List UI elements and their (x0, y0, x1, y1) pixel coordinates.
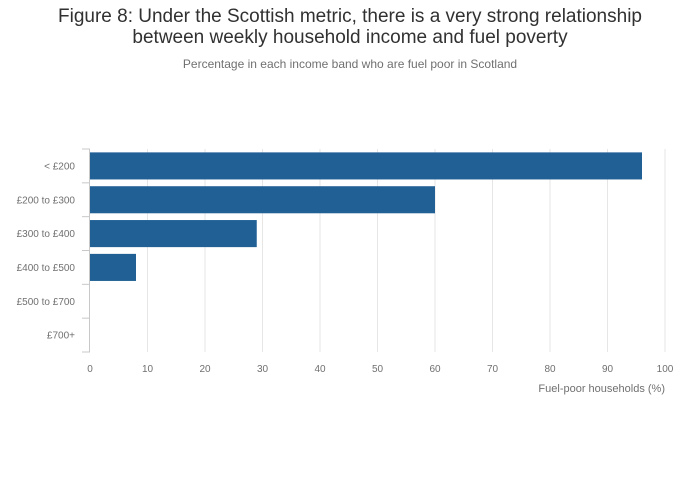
y-tick-label: £200 to £300 (17, 195, 76, 206)
x-tick-label: 60 (429, 364, 441, 375)
x-axis-title: Fuel-poor households (%) (538, 383, 665, 395)
chart-title-line-2: between weekly household income and fuel… (132, 27, 568, 48)
axes (82, 148, 90, 353)
bars (90, 152, 642, 281)
x-tick-label: 0 (87, 364, 93, 375)
bar (90, 253, 136, 281)
x-tick-label: 70 (487, 364, 499, 375)
y-tick-label: < £200 (44, 161, 75, 172)
bar (90, 220, 257, 248)
x-tick-label: 10 (142, 364, 154, 375)
y-tick-label: £500 to £700 (17, 297, 76, 308)
y-tick-label: £700+ (47, 331, 75, 342)
bar (90, 152, 642, 180)
x-tick-label: 90 (602, 364, 614, 375)
x-tick-label: 40 (314, 364, 326, 375)
x-tick-label: 100 (657, 364, 674, 375)
x-tick-label: 50 (372, 364, 384, 375)
y-tick-label: £300 to £400 (17, 229, 76, 240)
chart-title: Figure 8: Under the Scottish metric, the… (0, 6, 700, 48)
y-tick-label: £400 to £500 (17, 263, 76, 274)
chart-title-line-1: Figure 8: Under the Scottish metric, the… (58, 6, 642, 27)
gridlines (147, 149, 666, 352)
x-tick-label: 30 (257, 364, 269, 375)
x-tick-label: 80 (544, 364, 556, 375)
x-tick-label: 20 (199, 364, 211, 375)
y-axis-labels: < £200 £200 to £300 £300 to £400 £400 to £5… (17, 161, 76, 341)
x-axis-labels: 0 10 20 30 40 50 60 70 80 90 100 (87, 364, 674, 375)
chart-subtitle: Percentage in each income band who are f… (182, 57, 518, 71)
bar (90, 186, 435, 214)
